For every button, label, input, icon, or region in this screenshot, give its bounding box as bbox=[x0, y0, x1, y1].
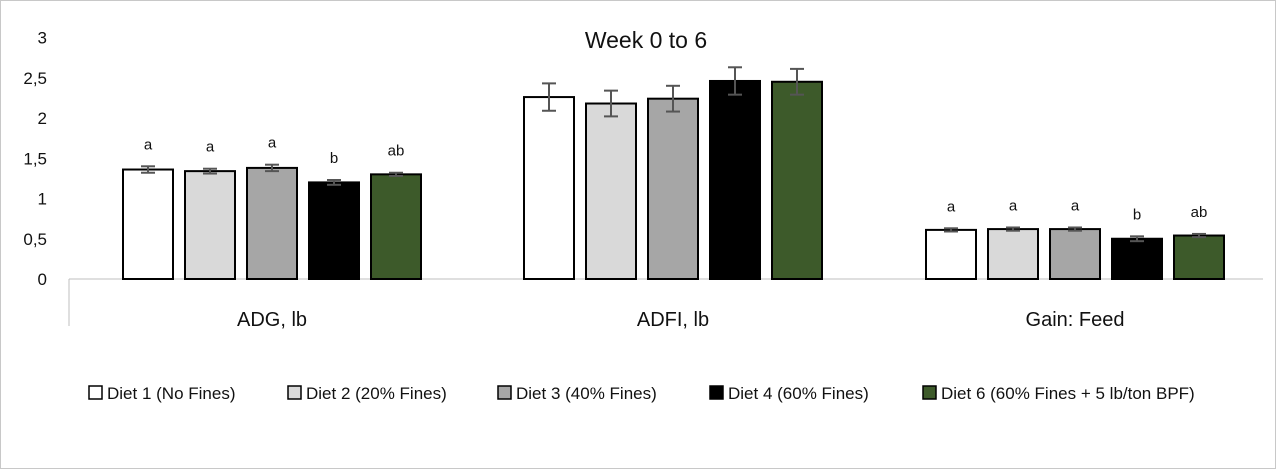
error-bar bbox=[327, 178, 341, 186]
error-bar bbox=[790, 67, 804, 96]
error-bar bbox=[1006, 226, 1020, 232]
significance-label: a bbox=[268, 135, 277, 152]
legend: Diet 1 (No Fines) Diet 2 (20% Fines) Diet … bbox=[88, 384, 1195, 403]
category-label: Gain: Feed bbox=[1026, 309, 1125, 331]
legend-swatch bbox=[922, 385, 937, 400]
bar-2-1 bbox=[184, 170, 236, 281]
error-bar bbox=[389, 171, 403, 177]
y-tick-label: 1 bbox=[38, 190, 47, 209]
legend-swatch bbox=[709, 385, 724, 400]
legend-swatch bbox=[88, 385, 103, 400]
y-tick-label: 0,5 bbox=[23, 230, 47, 249]
legend-item-5: Diet 6 (60% Fines + 5 lb/ton BPF) bbox=[922, 384, 1195, 403]
error-bar bbox=[1192, 232, 1206, 239]
bar-5-3 bbox=[1173, 234, 1225, 280]
legend-label: Diet 2 (20% Fines) bbox=[306, 384, 447, 403]
bars: a a ab aba a ab ab bbox=[122, 66, 1225, 281]
error-bar bbox=[1068, 226, 1082, 232]
legend-label: Diet 6 (60% Fines + 5 lb/ton BPF) bbox=[941, 384, 1195, 403]
significance-label: b bbox=[1133, 206, 1141, 223]
significance-label: a bbox=[206, 139, 215, 156]
y-tick-label: 0 bbox=[38, 270, 47, 289]
error-bar bbox=[1130, 235, 1144, 243]
chart-title: Week 0 to 6 bbox=[585, 27, 707, 53]
significance-label: b bbox=[330, 150, 338, 167]
significance-label: ab bbox=[388, 143, 405, 160]
bar-3-1 bbox=[246, 166, 298, 280]
bar-1-2 bbox=[523, 96, 575, 280]
y-tick-label: 1,5 bbox=[23, 149, 47, 168]
bar-4-3 bbox=[1111, 237, 1163, 280]
legend-item-1: Diet 1 (No Fines) bbox=[88, 384, 235, 403]
legend-item-2: Diet 2 (20% Fines) bbox=[287, 384, 447, 403]
error-bar bbox=[265, 163, 279, 173]
bar-2-3 bbox=[987, 228, 1039, 280]
legend-swatch bbox=[497, 385, 512, 400]
significance-label: a bbox=[144, 136, 153, 153]
category-label: ADFI, lb bbox=[637, 309, 709, 331]
y-axis: 0 0,5 1 1,5 2 2,5 3 bbox=[23, 29, 47, 290]
bar-4-2 bbox=[709, 79, 761, 280]
error-bar bbox=[728, 66, 742, 96]
y-tick-label: 3 bbox=[38, 29, 47, 48]
legend-item-4: Diet 4 (60% Fines) bbox=[709, 384, 869, 403]
legend-label: Diet 3 (40% Fines) bbox=[516, 384, 657, 403]
bar-2-2 bbox=[585, 102, 637, 281]
error-bar bbox=[203, 167, 217, 175]
legend-item-3: Diet 3 (40% Fines) bbox=[497, 384, 657, 403]
legend-label: Diet 1 (No Fines) bbox=[107, 384, 235, 403]
significance-label: a bbox=[947, 198, 956, 215]
bar-4-1 bbox=[308, 181, 360, 280]
x-axis: ADG, lb ADFI, lb Gain: Feed bbox=[68, 278, 1263, 331]
bar-1-3 bbox=[925, 228, 977, 281]
significance-label: ab bbox=[1191, 204, 1208, 221]
significance-label: a bbox=[1071, 197, 1080, 214]
category-label: ADG, lb bbox=[237, 309, 307, 331]
error-bar bbox=[141, 165, 155, 174]
y-tick-label: 2 bbox=[38, 109, 47, 128]
significance-label: a bbox=[1009, 197, 1018, 214]
y-tick-label: 2,5 bbox=[23, 69, 47, 88]
legend-label: Diet 4 (60% Fines) bbox=[728, 384, 869, 403]
bar-5-1 bbox=[370, 173, 422, 281]
legend-swatch bbox=[287, 385, 302, 400]
bar-5-2 bbox=[771, 80, 823, 281]
error-bar bbox=[944, 227, 958, 233]
bar-1-1 bbox=[122, 168, 174, 281]
error-bar bbox=[666, 84, 680, 113]
error-bar bbox=[604, 89, 618, 118]
bar-3-3 bbox=[1049, 228, 1101, 280]
error-bar bbox=[542, 82, 556, 112]
bar-3-2 bbox=[647, 97, 699, 281]
